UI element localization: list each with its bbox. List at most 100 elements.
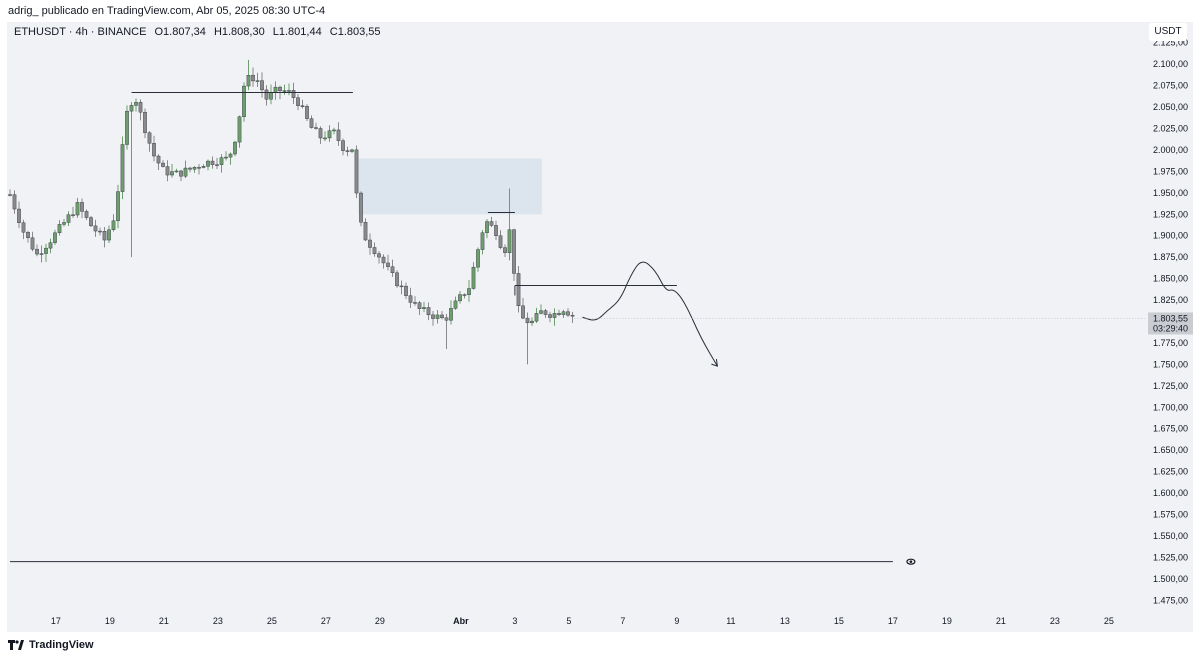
candle-body <box>368 239 372 248</box>
candle-body <box>543 310 548 315</box>
candle-body <box>476 249 480 268</box>
candle-body <box>44 247 48 254</box>
candle-body <box>125 110 129 145</box>
candle-body <box>107 229 111 241</box>
candle-body <box>291 90 296 98</box>
candle-body <box>431 314 435 319</box>
y-tick-label: 1.575,00 <box>1153 510 1188 520</box>
y-tick-label: 2.000,00 <box>1153 145 1188 155</box>
candle-body <box>192 167 197 170</box>
y-tick-label: 1.725,00 <box>1153 381 1188 391</box>
candle-body <box>399 285 404 288</box>
candle-body <box>71 214 75 216</box>
symbol-label: ETHUSDT · 4h · BINANCE <box>14 26 147 38</box>
currency-button[interactable]: USDT <box>1149 23 1187 41</box>
candle-body <box>404 285 408 296</box>
y-tick-label: 1.775,00 <box>1153 338 1188 348</box>
candle-body <box>422 307 426 309</box>
candle-body <box>57 224 62 234</box>
candle-body <box>566 311 570 316</box>
x-tick-label: 21 <box>996 616 1006 626</box>
y-tick-label: 1.825,00 <box>1153 295 1188 305</box>
candle-body <box>494 225 498 236</box>
tradingview-icon <box>8 640 24 650</box>
candle-body <box>534 313 539 322</box>
eye-icon <box>906 558 916 565</box>
candle-body <box>8 194 12 196</box>
candle-body <box>12 194 17 210</box>
candle-body <box>570 314 575 317</box>
y-tick-label: 1.900,00 <box>1153 231 1188 241</box>
candle-body <box>395 272 399 287</box>
projection-arrowhead <box>711 359 719 367</box>
last-price-box <box>1148 312 1193 335</box>
candle-body <box>323 137 327 140</box>
last-price-label: 1.803,55 <box>1153 313 1188 323</box>
candle-body <box>102 231 107 241</box>
y-tick-label: 2.025,00 <box>1153 124 1188 134</box>
x-tick-label: 19 <box>942 616 952 626</box>
candle-body <box>228 153 233 158</box>
y-tick-label: 1.675,00 <box>1153 424 1188 434</box>
y-tick-label: 1.950,00 <box>1153 188 1188 198</box>
x-tick-label: 25 <box>267 616 277 626</box>
candle-body <box>296 97 300 106</box>
x-tick-label: 25 <box>1104 616 1114 626</box>
y-tick-label: 1.650,00 <box>1153 445 1188 455</box>
candle-body <box>62 222 66 225</box>
candle-body <box>147 132 152 144</box>
y-tick-label: 1.875,00 <box>1153 252 1188 262</box>
candle-body <box>305 106 309 119</box>
y-tick-label: 2.125,00 <box>1153 38 1188 48</box>
x-tick-label: 27 <box>321 616 331 626</box>
candle-body <box>372 247 377 254</box>
x-tick-label: Abr <box>453 616 469 626</box>
candle-body <box>350 149 354 152</box>
candle-body <box>143 111 147 133</box>
y-tick-label: 1.475,00 <box>1153 595 1188 605</box>
candle-body <box>314 127 318 129</box>
candle-body <box>471 266 476 289</box>
candle-body <box>93 225 98 232</box>
candle-body <box>381 256 386 264</box>
candle-body <box>327 130 332 139</box>
x-tick-label: 19 <box>105 616 115 626</box>
candle-body <box>449 308 453 321</box>
candle-body <box>233 141 237 155</box>
candle-body <box>138 102 143 113</box>
candle-body <box>557 313 561 315</box>
candle-body <box>539 310 543 314</box>
candle-body <box>111 220 116 230</box>
candle-body <box>498 235 503 248</box>
tradingview-brand: TradingView <box>29 639 94 651</box>
footer: TradingView <box>0 634 1200 657</box>
candle-body <box>516 273 521 307</box>
tradingview-logo[interactable]: TradingView <box>8 639 94 651</box>
candle-body <box>480 232 485 250</box>
y-tick-label: 1.700,00 <box>1153 402 1188 412</box>
candle-body <box>332 129 336 132</box>
x-tick-label: 23 <box>213 616 223 626</box>
x-tick-label: 23 <box>1050 616 1060 626</box>
x-tick-label: 15 <box>834 616 844 626</box>
y-tick-label: 1.850,00 <box>1153 274 1188 284</box>
candle-body <box>282 90 287 92</box>
candle-body <box>359 192 363 223</box>
candle-body <box>561 311 566 315</box>
x-tick-label: 29 <box>375 616 385 626</box>
candle-body <box>80 202 84 212</box>
candle-body <box>363 222 368 241</box>
candle-body <box>278 86 282 92</box>
candle-body <box>242 85 246 117</box>
chart-area[interactable]: 2.125,00 2.100,00 2.075,00 2.050,00 2.025,00… <box>7 22 1193 632</box>
x-tick-label: 7 <box>620 616 625 626</box>
candle-body <box>512 229 516 274</box>
candle-body <box>84 211 89 218</box>
candle-body <box>237 116 242 143</box>
candle-body <box>179 170 183 177</box>
price-chart[interactable]: 2.125,00 2.100,00 2.075,00 2.050,00 2.025,00… <box>7 22 1193 632</box>
candle-body <box>507 229 512 253</box>
x-tick-label: 3 <box>512 616 517 626</box>
candle-body <box>156 155 161 164</box>
candle-body <box>75 202 80 216</box>
